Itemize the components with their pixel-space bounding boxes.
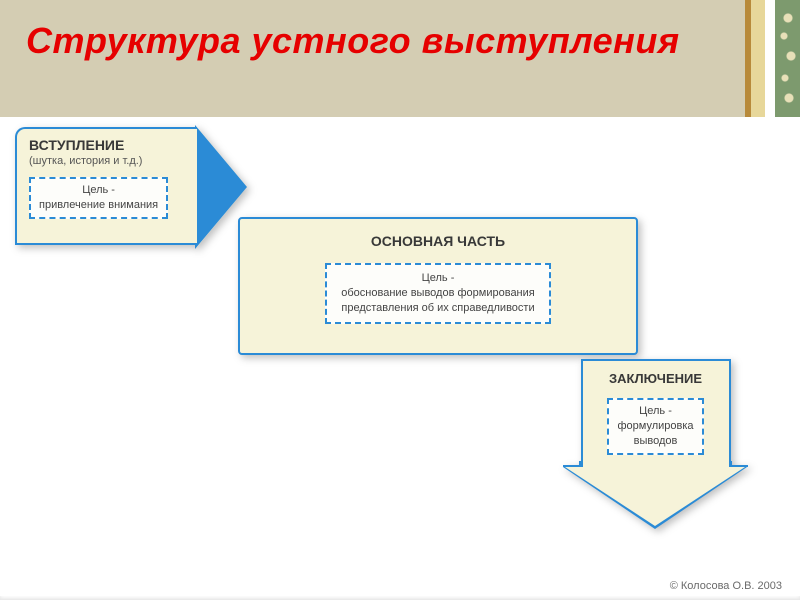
arrow-shoulder-right <box>730 465 748 467</box>
node-concl: ЗАКЛЮЧЕНИЕ Цель -формулировкавыводов <box>563 359 748 467</box>
node-intro-heading: ВСТУПЛЕНИЕ <box>29 137 189 153</box>
diagram-canvas: ВСТУПЛЕНИЕ (шутка, история и т.д.) Цель … <box>0 117 800 600</box>
node-concl-heading: ЗАКЛЮЧЕНИЕ <box>593 371 719 386</box>
node-intro: ВСТУПЛЕНИЕ (шутка, история и т.д.) Цель … <box>15 127 230 247</box>
arrow-shoulder-left <box>563 465 581 467</box>
node-main: ОСНОВНАЯ ЧАСТЬ Цель -обоснование выводов… <box>238 217 638 355</box>
node-intro-body: ВСТУПЛЕНИЕ (шутка, история и т.д.) Цель … <box>15 127 197 245</box>
node-concl-body: ЗАКЛЮЧЕНИЕ Цель -формулировкавыводов <box>581 359 731 467</box>
page-edge-shadow <box>0 596 800 600</box>
copyright-text: © Колосова О.В. 2003 <box>670 580 782 592</box>
side-decoration <box>745 0 800 117</box>
node-main-goal: Цель -обоснование выводов формированияпр… <box>325 263 550 324</box>
node-intro-subtitle: (шутка, история и т.д.) <box>29 155 189 167</box>
page-title: Структура устного выступления <box>26 18 680 63</box>
node-main-heading: ОСНОВНАЯ ЧАСТЬ <box>252 233 624 249</box>
node-intro-goal: Цель -привлечение внимания <box>29 177 168 219</box>
node-concl-goal: Цель -формулировкавыводов <box>607 398 703 455</box>
